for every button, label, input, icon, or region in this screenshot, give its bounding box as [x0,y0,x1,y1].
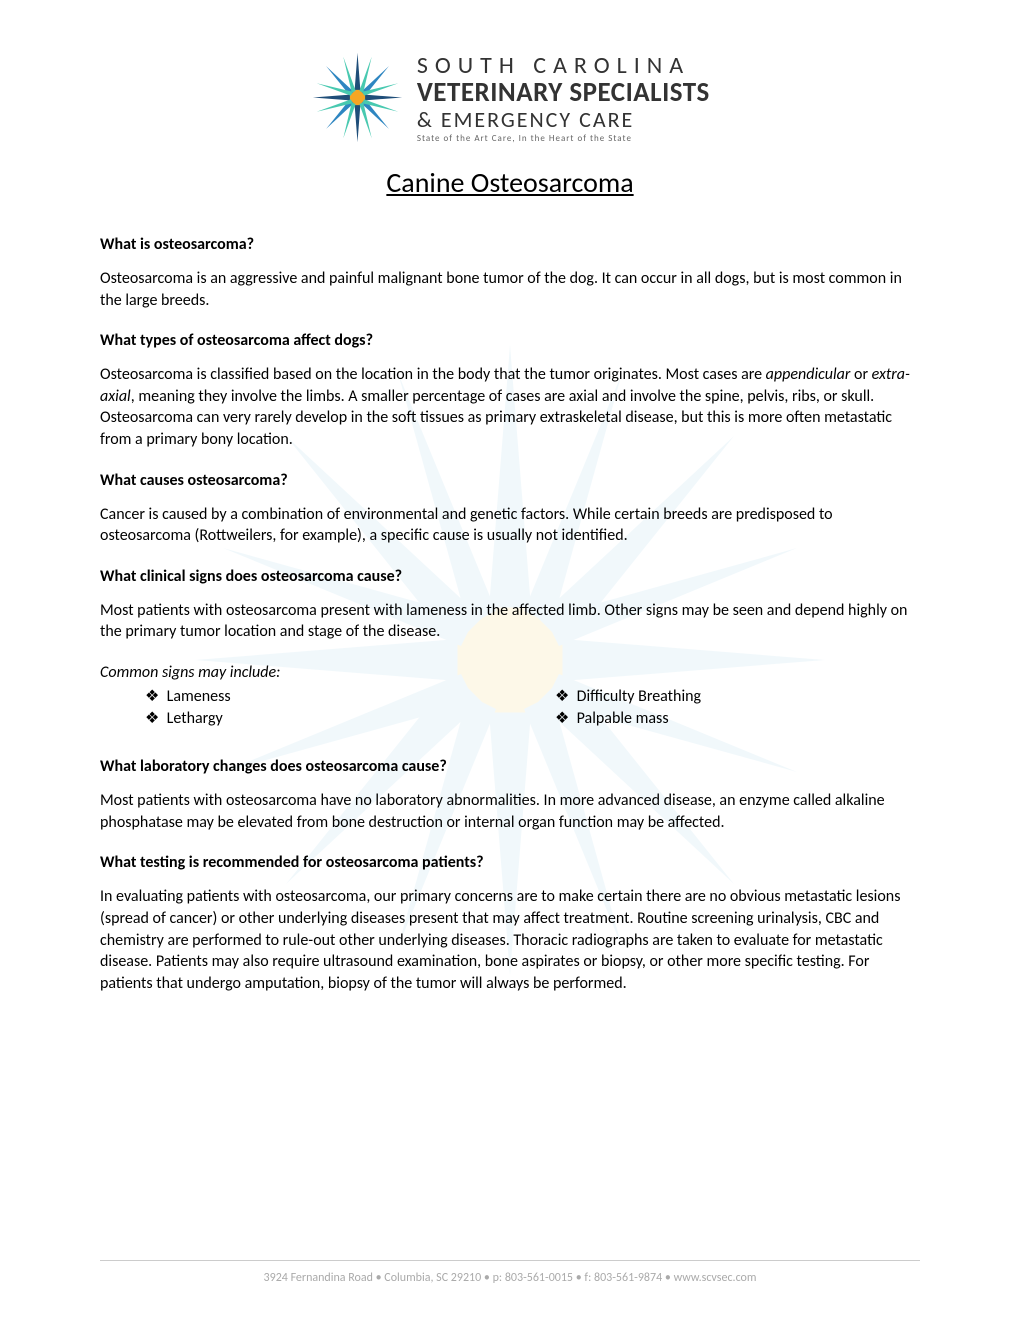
text-types-post: , meaning they involve the limbs. A smal… [100,387,892,449]
heading-testing: What testing is recommended for osteosar… [100,853,920,872]
text-testing: In evaluating patients with osteosarcoma… [100,886,920,994]
starburst-logo-icon [310,50,405,145]
heading-types: What types of osteosarcoma affect dogs? [100,331,920,350]
text-types-pre: Osteosarcoma is classified based on the … [100,365,766,384]
diamond-bullet-icon: ❖ [145,686,163,708]
heading-lab: What laboratory changes does osteosarcom… [100,757,920,776]
text-types: Osteosarcoma is classified based on the … [100,364,920,450]
footer-contact: 3924 Fernandina Road • Columbia, SC 2921… [100,1260,920,1285]
sign-breathing: Difficulty Breathing [577,687,701,706]
heading-signs: What clinical signs does osteosarcoma ca… [100,567,920,586]
diamond-bullet-icon: ❖ [145,708,163,730]
signs-column-left: ❖ Lameness ❖ Lethargy [100,686,510,729]
logo-line-3: & EMERGENCY CARE [417,106,710,133]
diamond-bullet-icon: ❖ [555,686,573,708]
heading-causes: What causes osteosarcoma? [100,471,920,490]
logo-line-2: VETERINARY SPECIALISTS [417,80,710,106]
list-item: ❖ Lameness [100,686,510,708]
sign-lameness: Lameness [167,687,231,706]
sign-mass: Palpable mass [577,709,669,728]
text-causes: Cancer is caused by a combination of env… [100,504,920,547]
document-content: SOUTH CAROLINA VETERINARY SPECIALISTS & … [0,0,1020,1054]
text-what-is: Osteosarcoma is an aggressive and painfu… [100,268,920,311]
heading-what-is: What is osteosarcoma? [100,235,920,254]
signs-list: ❖ Lameness ❖ Lethargy ❖ Difficulty Breat… [100,686,920,729]
text-types-italic1: appendicular [766,365,851,384]
logo-tagline: State of the Art Care, In the Heart of t… [417,133,710,144]
logo-header: SOUTH CAROLINA VETERINARY SPECIALISTS & … [100,50,920,145]
logo-text-block: SOUTH CAROLINA VETERINARY SPECIALISTS & … [417,51,710,144]
signs-column-right: ❖ Difficulty Breathing ❖ Palpable mass [510,686,920,729]
text-types-mid: or [850,365,871,384]
signs-label: Common signs may include: [100,663,920,682]
list-item: ❖ Difficulty Breathing [510,686,920,708]
text-lab: Most patients with osteosarcoma have no … [100,790,920,833]
sign-lethargy: Lethargy [167,709,223,728]
text-signs: Most patients with osteosarcoma present … [100,600,920,643]
document-title: Canine Osteosarcoma [100,165,920,200]
list-item: ❖ Palpable mass [510,708,920,730]
list-item: ❖ Lethargy [100,708,510,730]
diamond-bullet-icon: ❖ [555,708,573,730]
